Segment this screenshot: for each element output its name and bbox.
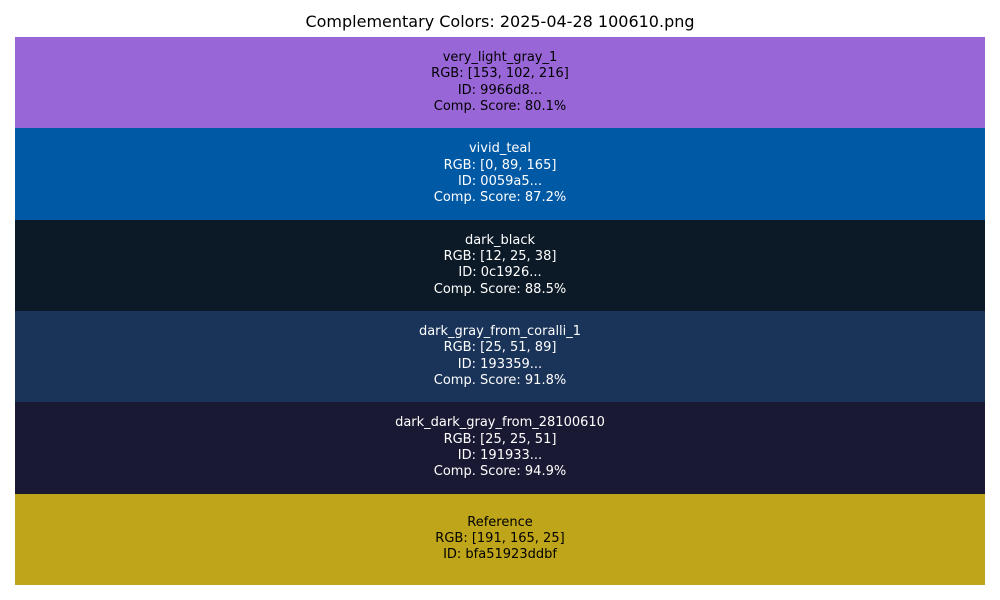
color-name-label: dark_dark_gray_from_28100610 bbox=[395, 415, 605, 431]
rgb-label: RGB: [0, 89, 165] bbox=[443, 157, 557, 173]
id-label: ID: bfa51923ddbf bbox=[443, 547, 557, 563]
id-label: ID: 9966d8... bbox=[457, 82, 543, 98]
color-name-label: dark_gray_from_coralli_1 bbox=[418, 324, 582, 340]
color-name-label: vivid_teal bbox=[468, 141, 532, 157]
id-label: ID: 193359... bbox=[457, 356, 543, 372]
id-label: ID: 0059a5... bbox=[457, 173, 543, 189]
id-label: ID: 191933... bbox=[457, 447, 543, 463]
rgb-label: RGB: [153, 102, 216] bbox=[431, 66, 569, 82]
color-name-label: very_light_gray_1 bbox=[442, 50, 558, 66]
score-label: Comp. Score: 88.5% bbox=[433, 281, 567, 297]
color-band: dark_dark_gray_from_28100610 RGB: [25, 25… bbox=[15, 402, 985, 494]
rgb-label: RGB: [25, 51, 89] bbox=[443, 340, 557, 356]
chart-title: Complementary Colors: 2025-04-28 100610.… bbox=[305, 12, 695, 31]
color-band: Reference RGB: [191, 165, 25] ID: bfa51923… bbox=[15, 493, 985, 585]
color-name-label: Reference bbox=[467, 514, 533, 530]
color-name-label: dark_black bbox=[464, 232, 536, 248]
id-label: ID: 0c1926... bbox=[458, 265, 542, 281]
score-label: Comp. Score: 80.1% bbox=[433, 98, 567, 114]
rgb-label: RGB: [191, 165, 25] bbox=[435, 531, 565, 547]
rgb-label: RGB: [25, 25, 51] bbox=[443, 431, 557, 447]
color-band: dark_gray_from_coralli_1 RGB: [25, 51, 89… bbox=[15, 310, 985, 403]
color-band: vivid_teal RGB: [0, 89, 165] ID: 0059a5...… bbox=[15, 128, 985, 220]
score-label: Comp. Score: 87.2% bbox=[433, 190, 567, 206]
score-label: Comp. Score: 91.8% bbox=[433, 372, 567, 388]
color-band: dark_black RGB: [12, 25, 38] ID: 0c1926...… bbox=[15, 219, 985, 311]
rgb-label: RGB: [12, 25, 38] bbox=[443, 249, 557, 265]
color-band-stack: very_light_gray_1 RGB: [153, 102, 216] ID:… bbox=[15, 37, 985, 585]
color-band: very_light_gray_1 RGB: [153, 102, 216] ID:… bbox=[15, 37, 985, 129]
score-label: Comp. Score: 94.9% bbox=[433, 464, 567, 480]
